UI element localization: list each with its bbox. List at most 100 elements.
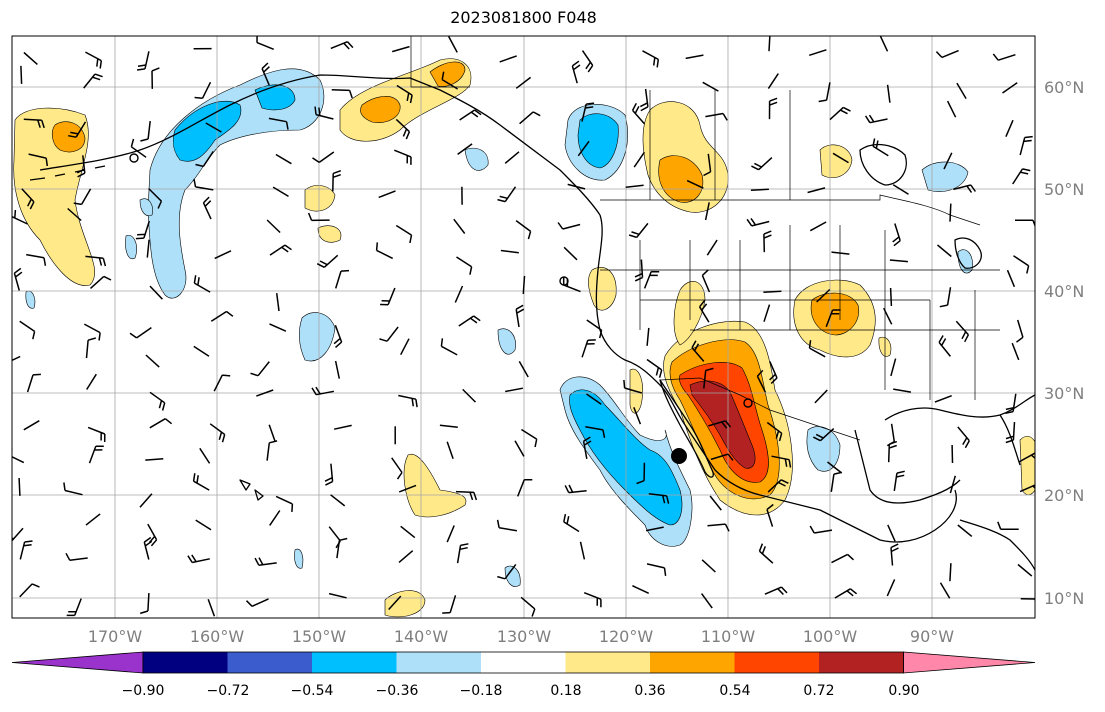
colorbar-label-p090: 0.90 — [888, 683, 920, 699]
wind-barb — [73, 188, 92, 206]
negative-anomaly-hudson — [921, 161, 969, 192]
wind-barb — [266, 219, 281, 234]
wind-barb — [195, 150, 214, 168]
colorbar-label-p054: 0.54 — [719, 683, 751, 699]
wind-barb — [816, 288, 831, 303]
wind-barb — [1019, 135, 1033, 156]
wind-barb — [275, 293, 280, 312]
wind-barb — [504, 151, 520, 164]
wind-barb — [633, 151, 646, 168]
wind-barb — [571, 60, 581, 84]
wind-barb — [250, 361, 270, 377]
wind-barb — [890, 543, 899, 566]
colorbar-label-p072: 0.72 — [803, 683, 835, 699]
wind-barb — [65, 552, 88, 562]
wind-barb — [85, 51, 103, 69]
wind-barb — [332, 169, 342, 192]
wind-barb — [63, 482, 83, 496]
wind-barb — [261, 62, 270, 86]
map-background — [12, 36, 1035, 618]
wind-barb — [557, 222, 581, 230]
wind-barb — [379, 326, 399, 342]
wind-barb — [149, 285, 163, 300]
wind-barb — [85, 513, 101, 526]
positive-anomaly-bc-orange — [658, 155, 704, 203]
wind-barb — [23, 118, 45, 129]
wind-barb — [707, 523, 730, 532]
wind-barb — [256, 36, 274, 50]
wind-barb — [701, 269, 711, 293]
wind-barb — [814, 389, 828, 404]
map-title: 2023081800 F048 — [450, 8, 597, 27]
wind-barb — [89, 275, 112, 289]
wind-barb — [205, 122, 222, 133]
colorbar-label-m018: −0.18 — [459, 683, 503, 699]
wind-barbs — [12, 36, 1035, 617]
wind-barb — [886, 84, 891, 103]
wind-barb — [515, 219, 532, 240]
wind-barb — [937, 244, 952, 258]
wind-barb — [830, 471, 842, 493]
wind-barb — [746, 217, 770, 227]
wind-barb — [439, 424, 458, 428]
wind-barb — [704, 202, 710, 221]
wind-barb — [391, 45, 410, 53]
hawaii-island-1 — [239, 479, 251, 491]
wind-barb — [336, 537, 348, 559]
lon-label-110w: 110°W — [700, 627, 756, 646]
wind-barb — [646, 563, 667, 577]
wind-barb — [499, 55, 517, 63]
wind-barb — [586, 319, 603, 339]
coastlines — [29, 74, 1035, 571]
wind-barb — [83, 323, 101, 341]
wind-barb — [145, 354, 160, 368]
wind-barb — [623, 379, 643, 394]
wind-barb — [763, 230, 772, 253]
wind-barb — [935, 49, 959, 59]
wind-barb — [312, 151, 335, 164]
wind-barb — [939, 582, 951, 599]
wind-barb — [992, 53, 1016, 61]
wind-barb — [577, 140, 590, 157]
wind-barb — [702, 81, 719, 92]
wind-barb — [518, 361, 529, 378]
wind-barb — [334, 269, 350, 289]
wind-barb — [26, 373, 41, 393]
hudson-bay — [859, 143, 907, 186]
wind-barb — [766, 421, 783, 442]
wind-barb — [254, 557, 277, 566]
wind-barb — [808, 340, 826, 358]
wind-barb — [521, 428, 538, 448]
wind-barb — [396, 84, 413, 104]
positive-anomaly-goa-orange — [360, 96, 401, 123]
gulf-coast — [884, 394, 1035, 421]
negative-anomaly-small-pac — [294, 548, 304, 569]
wind-barb — [893, 470, 905, 492]
wind-barb — [685, 54, 704, 60]
wind-barb — [889, 259, 908, 263]
wind-barb — [522, 275, 526, 294]
wind-barb — [639, 88, 649, 112]
wind-barb — [1013, 255, 1030, 274]
wind-barb — [331, 88, 353, 99]
wind-barb — [514, 440, 525, 457]
wind-barb — [151, 67, 160, 89]
wind-barb — [130, 138, 147, 158]
wind-barb — [193, 178, 214, 191]
wind-barb — [625, 184, 644, 188]
wind-barb — [145, 457, 164, 461]
map-frame — [11, 35, 1036, 619]
station-marker-1 — [743, 398, 753, 408]
positive-anomaly-nevada — [673, 281, 706, 346]
negative-anomaly-west-small — [139, 198, 153, 217]
negative-anomaly-west-small2 — [125, 234, 137, 260]
wind-barb — [459, 109, 482, 121]
wind-barb — [943, 152, 953, 170]
wind-barb — [314, 106, 334, 120]
great-lakes — [954, 237, 982, 269]
wind-barb — [266, 440, 278, 461]
wind-barb — [957, 426, 970, 449]
negative-anomaly-alaska-core — [172, 100, 242, 162]
wind-barb — [209, 423, 226, 443]
wind-barb — [275, 495, 294, 512]
